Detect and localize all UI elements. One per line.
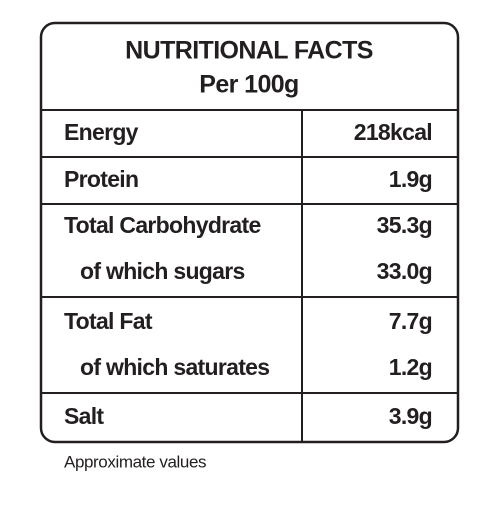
nutrient-value: 7.7g (389, 308, 432, 334)
nutrient-name: Protein (64, 166, 138, 192)
nutrient-name: Energy (64, 119, 139, 145)
nutrient-value: 33.0g (377, 258, 432, 284)
title: NUTRITIONAL FACTS (125, 37, 373, 65)
nutrient-value: 1.2g (389, 354, 432, 380)
label-border (39, 21, 460, 444)
footnote: Approximate values (64, 452, 206, 471)
nutrient-value: 218kcal (354, 119, 432, 145)
nutrient-name: Total Fat (64, 308, 153, 334)
nutrient-value: 3.9g (389, 403, 432, 429)
nutrient-value: 1.9g (389, 166, 432, 192)
subtitle: Per 100g (199, 71, 298, 99)
nutrient-name: of which sugars (80, 258, 245, 284)
nutrient-name: of which saturates (80, 354, 269, 380)
nutrient-name: Total Carbohydrate (64, 212, 261, 238)
nutrient-name: Salt (64, 403, 104, 429)
nutrient-value: 35.3g (377, 212, 432, 238)
